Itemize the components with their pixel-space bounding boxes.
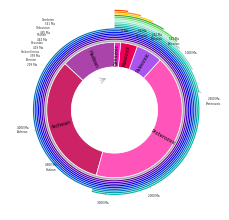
- Text: Cambrian
541 Ma: Cambrian 541 Ma: [42, 18, 55, 26]
- Polygon shape: [92, 27, 198, 193]
- Text: 4600 Ma
Hadean: 4600 Ma Hadean: [45, 163, 63, 172]
- Polygon shape: [114, 15, 164, 30]
- Text: 0 Ma: 0 Ma: [117, 29, 128, 38]
- Text: 2000 Ma: 2000 Ma: [148, 183, 160, 198]
- Polygon shape: [45, 40, 184, 180]
- Polygon shape: [43, 38, 186, 181]
- Polygon shape: [41, 37, 188, 183]
- Polygon shape: [129, 46, 160, 78]
- Polygon shape: [114, 18, 176, 43]
- Text: Archean: Archean: [51, 120, 71, 130]
- Polygon shape: [35, 30, 194, 190]
- Polygon shape: [96, 60, 182, 178]
- Polygon shape: [47, 64, 103, 175]
- Polygon shape: [114, 23, 199, 93]
- Text: Cenozoic: Cenozoic: [114, 44, 120, 66]
- Text: Mesozoic: Mesozoic: [122, 44, 131, 67]
- Polygon shape: [33, 28, 196, 192]
- Polygon shape: [118, 43, 137, 69]
- Polygon shape: [36, 32, 193, 188]
- Polygon shape: [114, 10, 128, 12]
- Text: 541 Ma
Paleozoic: 541 Ma Paleozoic: [159, 37, 180, 46]
- Polygon shape: [114, 42, 121, 67]
- Text: Proterozoic: Proterozoic: [150, 128, 176, 146]
- Polygon shape: [40, 35, 189, 185]
- Text: 2500 Ma
Proterozoic: 2500 Ma Proterozoic: [199, 91, 221, 106]
- Text: Paleozoic: Paleozoic: [135, 51, 151, 73]
- Text: 252 Ma
Mesozoic: 252 Ma Mesozoic: [144, 33, 163, 41]
- Polygon shape: [114, 22, 193, 70]
- Text: 4000 Ma
Archean: 4000 Ma Archean: [17, 126, 37, 134]
- Text: Ordovician
485 Ma: Ordovician 485 Ma: [35, 26, 50, 35]
- Polygon shape: [114, 11, 141, 16]
- Text: Silurian
444 Ma: Silurian 444 Ma: [37, 33, 47, 42]
- Polygon shape: [65, 42, 114, 81]
- Text: 66 Ma
Cenozoic: 66 Ma Cenozoic: [129, 29, 148, 38]
- Polygon shape: [114, 13, 153, 22]
- Polygon shape: [92, 25, 199, 195]
- Text: Carboniferous
359 Ma: Carboniferous 359 Ma: [21, 50, 40, 59]
- Text: 3000 Ma: 3000 Ma: [97, 190, 108, 205]
- Circle shape: [72, 68, 157, 152]
- Text: 1000 Ma: 1000 Ma: [176, 46, 196, 55]
- Text: Devonian
419 Ma: Devonian 419 Ma: [30, 41, 44, 50]
- Polygon shape: [38, 33, 191, 187]
- Text: Permian
299 Ma: Permian 299 Ma: [25, 58, 37, 67]
- Text: Hadean: Hadean: [86, 50, 98, 69]
- Polygon shape: [114, 20, 180, 49]
- Polygon shape: [114, 16, 177, 42]
